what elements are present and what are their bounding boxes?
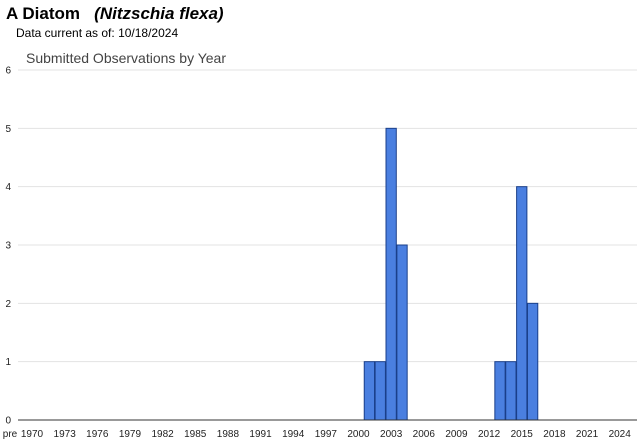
bars [363,127,539,421]
bar-2004 [396,244,408,421]
species-title: A Diatom (Nitzschia flexa) [6,4,224,24]
x-tick-label: 1991 [249,429,272,440]
x-tick-label: 1988 [217,429,240,440]
x-tick-label: 1994 [282,429,305,440]
bar-2016 [526,302,539,421]
bar-2015 [516,186,528,421]
scientific-name: (Nitzschia flexa) [94,4,224,23]
gridlines [18,69,637,363]
x-tick-label: 2018 [543,429,566,440]
x-tick-label: 2024 [609,429,632,440]
x-tick-label: 2012 [478,429,501,440]
x-tick-label: 1985 [184,429,207,440]
data-current-line: Data current as of: 10/18/2024 [16,26,178,40]
x-tick-label: 1973 [54,429,77,440]
y-tick-label: 4 [5,182,11,193]
x-tick-label: 1979 [119,429,142,440]
x-tick-label: 2009 [445,429,468,440]
chart-title: Submitted Observations by Year [26,50,226,66]
y-tick-label: 1 [5,357,11,368]
x-tick-label: 2006 [413,429,436,440]
y-tick-label: 5 [5,124,11,135]
bar-2014 [505,361,517,421]
bar-2003 [385,127,397,421]
bar-2002 [374,361,386,421]
x-tick-label: 1976 [86,429,109,440]
x-tick-label: 1982 [151,429,174,440]
x-tick-label: 2015 [511,429,534,440]
bar-2001 [363,361,376,421]
data-current-label: Data current as of: [16,26,115,40]
x-tick-label: 1997 [315,429,338,440]
x-tick-label: 1970 [21,429,44,440]
data-current-date: 10/18/2024 [118,26,179,40]
x-tick-label: pre [3,429,18,440]
bar-2013 [494,361,506,421]
x-tick-label: 2021 [576,429,599,440]
y-tick-label: 0 [5,416,11,427]
common-name: A Diatom [6,4,80,23]
x-axis-ticks: pre 1970 1973 1976 1979 1982 1985 1988 1991 1994 1… [3,429,631,440]
y-tick-label: 6 [5,66,11,77]
y-tick-label: 2 [5,299,11,310]
x-tick-label: 2000 [347,429,370,440]
header: A Diatom (Nitzschia flexa) [6,4,224,24]
y-tick-label: 3 [5,241,11,252]
x-tick-label: 2003 [380,429,403,440]
y-axis-ticks: 0 1 2 3 4 5 6 [5,66,11,427]
